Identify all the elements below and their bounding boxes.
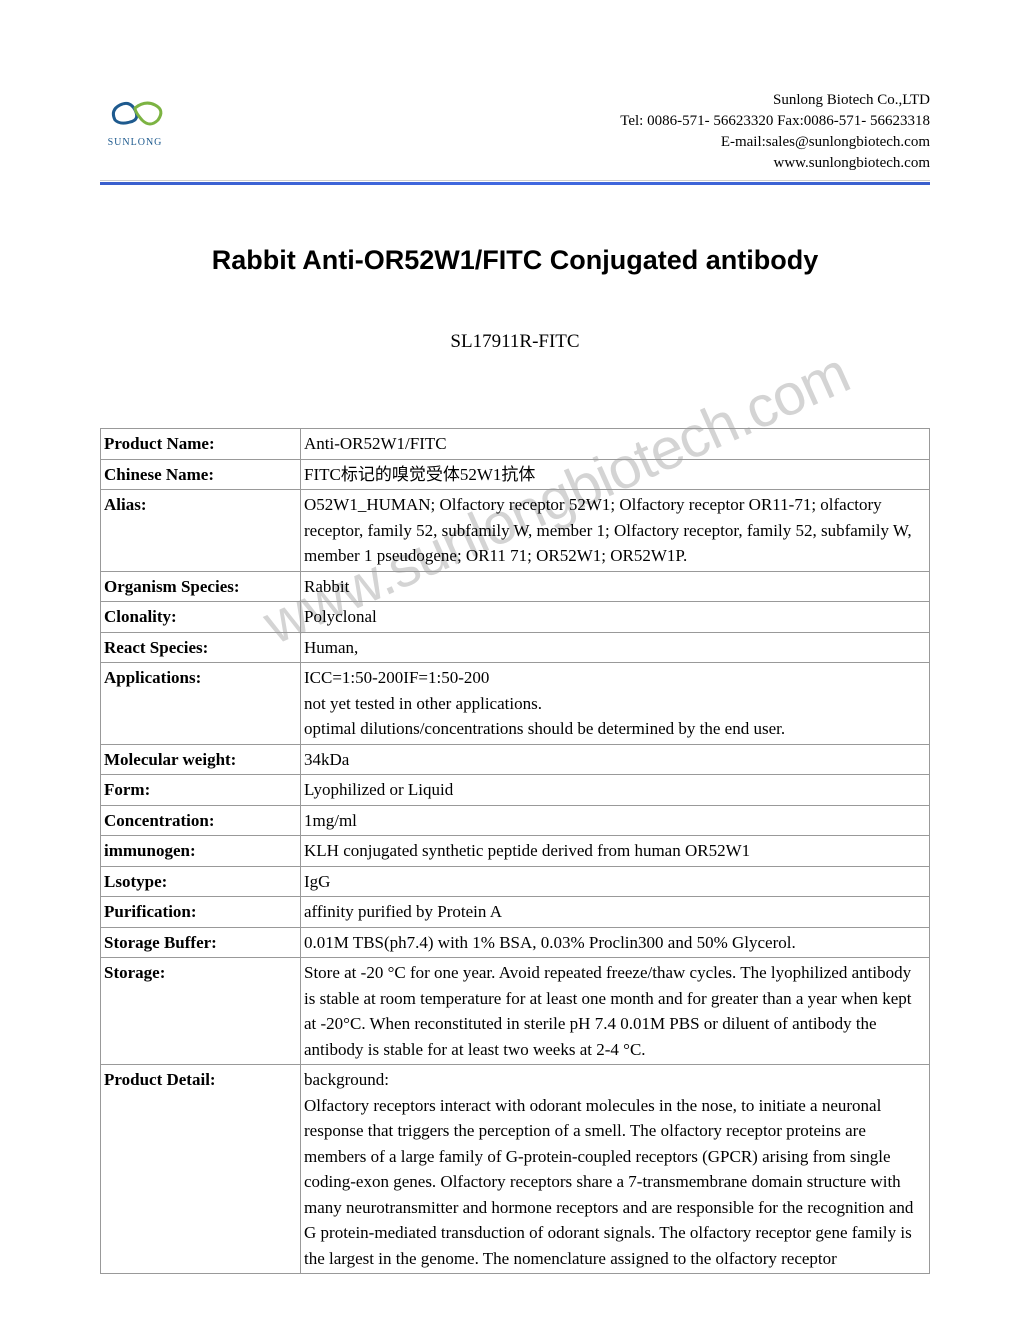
table-row: Concentration:1mg/ml	[101, 805, 930, 836]
table-row: Alias:O52W1_HUMAN; Olfactory receptor 52…	[101, 490, 930, 572]
table-row: immunogen:KLH conjugated synthetic pepti…	[101, 836, 930, 867]
table-cell-value: Anti-OR52W1/FITC	[301, 429, 930, 460]
table-row: Product Name:Anti-OR52W1/FITC	[101, 429, 930, 460]
table-cell-label: Chinese Name:	[101, 459, 301, 490]
company-logo-icon	[100, 90, 170, 135]
table-row: Chinese Name:FITC标记的嗅觉受体52W1抗体	[101, 459, 930, 490]
table-cell-label: React Species:	[101, 632, 301, 663]
table-cell-value: Store at -20 °C for one year. Avoid repe…	[301, 958, 930, 1065]
table-cell-value: Polyclonal	[301, 602, 930, 633]
table-cell-value: affinity purified by Protein A	[301, 897, 930, 928]
table-cell-label: Purification:	[101, 897, 301, 928]
table-cell-label: Storage Buffer:	[101, 927, 301, 958]
company-tel: Tel: 0086-571- 56623320 Fax:0086-571- 56…	[620, 111, 930, 132]
table-cell-label: Clonality:	[101, 602, 301, 633]
table-cell-label: Concentration:	[101, 805, 301, 836]
table-cell-label: Lsotype:	[101, 866, 301, 897]
table-row: Product Detail:background: Olfactory rec…	[101, 1065, 930, 1274]
table-row: Purification:affinity purified by Protei…	[101, 897, 930, 928]
logo-brand-text: SUNLONG	[108, 137, 163, 148]
document-page: SUNLONG Sunlong Biotech Co.,LTD Tel: 008…	[0, 0, 1020, 1274]
product-code: SL17911R-FITC	[100, 331, 930, 353]
table-cell-value: ICC=1:50-200IF=1:50-200 not yet tested i…	[301, 663, 930, 745]
table-cell-value: FITC标记的嗅觉受体52W1抗体	[301, 459, 930, 490]
table-cell-label: Alias:	[101, 490, 301, 572]
table-cell-value: O52W1_HUMAN; Olfactory receptor 52W1; Ol…	[301, 490, 930, 572]
table-cell-label: Organism Species:	[101, 571, 301, 602]
table-cell-value: Rabbit	[301, 571, 930, 602]
document-header: SUNLONG Sunlong Biotech Co.,LTD Tel: 008…	[100, 90, 930, 174]
table-row: Storage Buffer:0.01M TBS(ph7.4) with 1% …	[101, 927, 930, 958]
table-cell-label: Molecular weight:	[101, 744, 301, 775]
table-cell-label: Storage:	[101, 958, 301, 1065]
table-row: Form:Lyophilized or Liquid	[101, 775, 930, 806]
table-row: Applications:ICC=1:50-200IF=1:50-200 not…	[101, 663, 930, 745]
table-cell-value: Lyophilized or Liquid	[301, 775, 930, 806]
table-cell-label: Form:	[101, 775, 301, 806]
table-row: Organism Species:Rabbit	[101, 571, 930, 602]
table-cell-value: KLH conjugated synthetic peptide derived…	[301, 836, 930, 867]
logo-container: SUNLONG	[100, 90, 170, 148]
company-contact-info: Sunlong Biotech Co.,LTD Tel: 0086-571- 5…	[620, 90, 930, 174]
table-cell-value: IgG	[301, 866, 930, 897]
product-data-table: Product Name:Anti-OR52W1/FITCChinese Nam…	[100, 428, 930, 1274]
table-cell-value: 1mg/ml	[301, 805, 930, 836]
company-website: www.sunlongbiotech.com	[620, 153, 930, 174]
table-row: Storage:Store at -20 °C for one year. Av…	[101, 958, 930, 1065]
document-title: Rabbit Anti-OR52W1/FITC Conjugated antib…	[100, 245, 930, 276]
table-row: Molecular weight:34kDa	[101, 744, 930, 775]
table-cell-label: immunogen:	[101, 836, 301, 867]
table-row: Clonality:Polyclonal	[101, 602, 930, 633]
table-cell-value: 0.01M TBS(ph7.4) with 1% BSA, 0.03% Proc…	[301, 927, 930, 958]
header-divider	[100, 182, 930, 185]
table-cell-label: Product Detail:	[101, 1065, 301, 1274]
table-cell-value: 34kDa	[301, 744, 930, 775]
company-email: E-mail:sales@sunlongbiotech.com	[620, 132, 930, 153]
table-cell-label: Product Name:	[101, 429, 301, 460]
company-name: Sunlong Biotech Co.,LTD	[620, 90, 930, 111]
table-row: Lsotype:IgG	[101, 866, 930, 897]
table-cell-value: Human,	[301, 632, 930, 663]
table-row: React Species:Human,	[101, 632, 930, 663]
table-cell-value: background: Olfactory receptors interact…	[301, 1065, 930, 1274]
table-cell-label: Applications:	[101, 663, 301, 745]
